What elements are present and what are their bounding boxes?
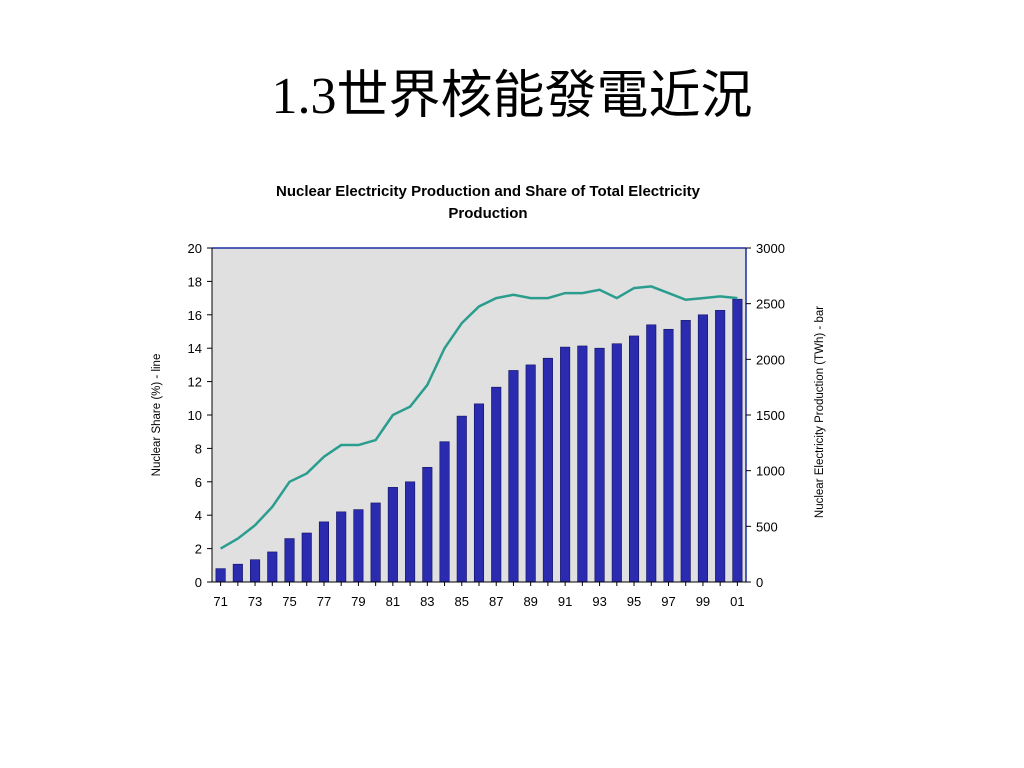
- right-tick-label: 2500: [756, 297, 785, 312]
- bar-99: [697, 314, 708, 583]
- left-tick-label: 0: [195, 575, 202, 590]
- x-tick-label: 99: [696, 594, 710, 609]
- bar-77: [318, 521, 330, 583]
- bar-84: [439, 441, 450, 583]
- bar-97: [663, 328, 674, 583]
- bar-71: [215, 568, 226, 583]
- x-tick-label: 01: [730, 594, 744, 609]
- bar-85: [456, 415, 467, 583]
- bar-83: [422, 467, 433, 583]
- x-axis-ticks: 71 73 75 77 79 81 83 85 87 89 91 93 95 97 99 01: [213, 582, 745, 609]
- right-tick-label: 500: [756, 519, 778, 534]
- right-tick-label: 1500: [756, 408, 785, 423]
- left-tick-label: 2: [195, 542, 202, 557]
- bar-72: [232, 563, 243, 583]
- x-tick-label: 89: [523, 594, 537, 609]
- x-tick-label: 97: [661, 594, 675, 609]
- left-tick-label: 20: [188, 241, 202, 256]
- bar-89: [525, 364, 536, 583]
- bar-91: [560, 346, 571, 583]
- slide-title: 1.3世界核能發電近況: [271, 68, 753, 125]
- right-axis-title: Nuclear Electricity Production (TWh) - b…: [814, 306, 826, 518]
- share-line: [219, 285, 738, 550]
- right-tick-label: 1000: [756, 464, 785, 479]
- bar-76: [301, 532, 312, 583]
- bar-80: [370, 502, 381, 583]
- right-axis-ticks: 0 500 1000 1500 2000 2500 3000: [746, 241, 785, 590]
- bar-series: [215, 298, 743, 583]
- right-tick-label: 2000: [756, 352, 785, 367]
- bar-78: [336, 511, 347, 583]
- x-tick-label: 81: [386, 594, 400, 609]
- left-tick-label: 6: [195, 475, 202, 490]
- x-tick-label: 85: [455, 594, 469, 609]
- bar-75: [284, 538, 295, 583]
- x-tick-label: 77: [317, 594, 331, 609]
- bar-95: [628, 335, 640, 583]
- left-tick-label: 14: [188, 341, 202, 356]
- left-axis-title: Nuclear Share (%) - line: [151, 354, 163, 477]
- chart-title-line: Production: [448, 205, 527, 222]
- bar-88: [508, 370, 519, 583]
- x-tick-label: 93: [592, 594, 606, 609]
- left-tick-label: 16: [188, 308, 202, 323]
- x-tick-label: 71: [213, 594, 227, 609]
- x-tick-label: 75: [282, 594, 296, 609]
- x-tick-label: 95: [627, 594, 641, 609]
- left-tick-label: 8: [195, 441, 202, 456]
- bar-98: [680, 320, 691, 583]
- bar-87: [491, 386, 502, 583]
- bar-81: [387, 487, 398, 583]
- bar-01: [732, 298, 743, 583]
- left-axis-ticks: 0 2 4 6 8 10 12 14 16 18 20: [188, 241, 212, 590]
- bar-86: [473, 403, 485, 583]
- bar-79: [353, 509, 364, 583]
- bar-73: [250, 559, 261, 583]
- right-tick-label: 3000: [756, 241, 785, 256]
- chart-title-line: Nuclear Electricity Production and Share…: [276, 183, 701, 200]
- left-tick-label: 12: [188, 375, 202, 390]
- bar-96: [646, 324, 657, 583]
- bar-92: [577, 345, 588, 583]
- x-tick-label: 83: [420, 594, 434, 609]
- left-tick-label: 18: [188, 274, 202, 289]
- x-tick-label: 87: [489, 594, 503, 609]
- bar-94: [611, 343, 622, 583]
- bar-93: [594, 347, 605, 583]
- right-tick-label: 0: [756, 575, 763, 590]
- left-tick-label: 4: [195, 508, 202, 523]
- chart-title: Nuclear Electricity Production and Share…: [276, 183, 701, 222]
- bar-82: [405, 481, 416, 583]
- x-tick-label: 73: [248, 594, 262, 609]
- x-tick-label: 79: [351, 594, 365, 609]
- bar-74: [267, 551, 278, 583]
- bar-90: [542, 357, 553, 583]
- left-tick-label: 10: [188, 408, 202, 423]
- bar-00: [715, 310, 726, 583]
- x-tick-label: 91: [558, 594, 572, 609]
